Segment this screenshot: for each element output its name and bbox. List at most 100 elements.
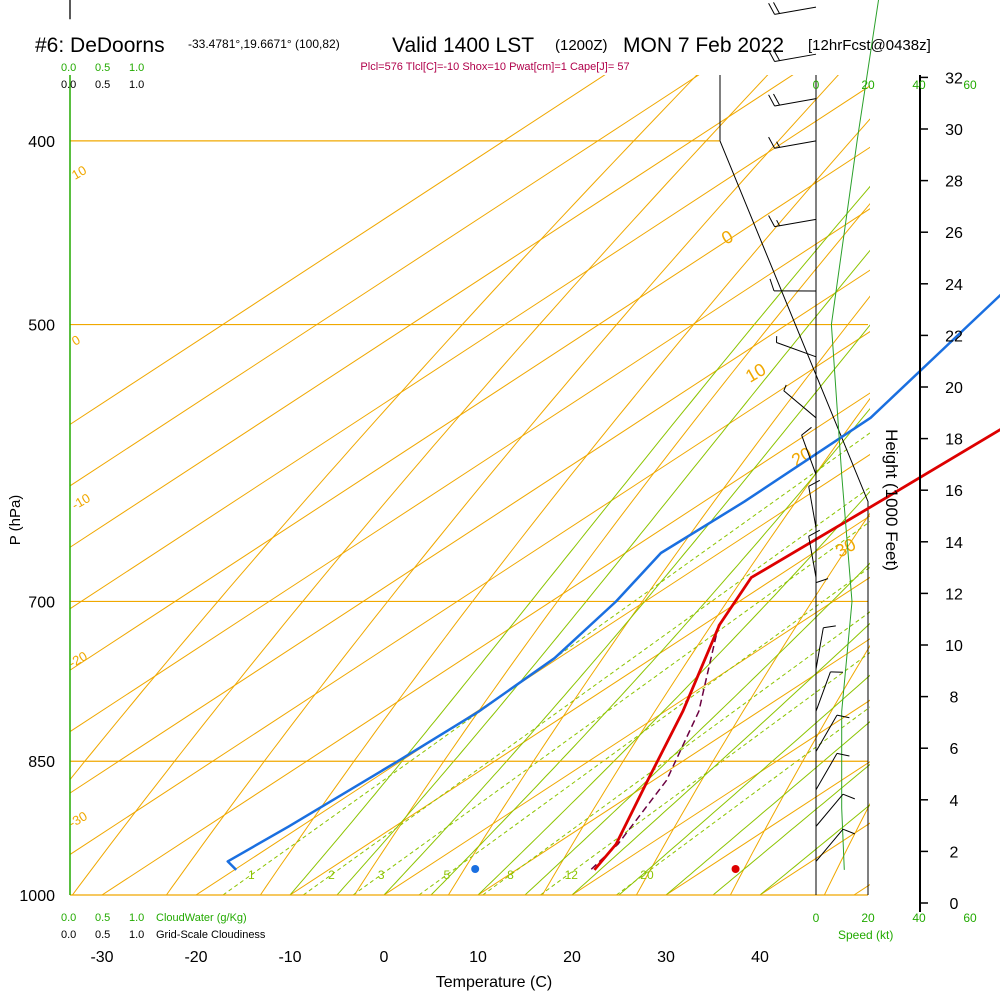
moist-adiabat <box>524 562 870 895</box>
height-axis-label: Height (1000 Feet) <box>882 429 901 571</box>
height-tick-label: 14 <box>945 535 963 552</box>
height-tick-label: 22 <box>945 328 963 345</box>
moist-adiabat <box>336 249 870 895</box>
mixing-ratio-label: 12 <box>565 868 579 882</box>
x-axis-label: Temperature (C) <box>436 974 552 991</box>
mixing-ratio-line <box>616 706 870 895</box>
clipped-grid <box>70 75 870 895</box>
moist-adiabat <box>289 185 870 895</box>
speed-bottom-tick: 40 <box>912 911 926 925</box>
height-tick-label: 18 <box>945 432 963 449</box>
pressure-tick-label: 1000 <box>19 888 55 905</box>
wind-barb-staff <box>815 627 824 670</box>
wind-barb-flag <box>773 2 781 14</box>
wind-barb-staff <box>815 828 844 862</box>
wind-barb-flag <box>842 793 855 800</box>
temperature-tick-label: 0 <box>380 949 389 966</box>
cloudwater-label: CloudWater (g/Kg) <box>156 912 247 924</box>
speed-top-tick: 20 <box>861 78 875 92</box>
plot-area <box>69 0 1000 873</box>
mixing-ratio-labels: 1 2 3 5 8 12 20 <box>248 868 654 882</box>
wind-barb-staff <box>774 6 817 15</box>
isotherm-line <box>101 392 870 895</box>
height-tick-label: 0 <box>950 896 959 913</box>
wind-barb-flag <box>815 578 829 584</box>
isotherm-line <box>853 883 870 895</box>
cloudiness-top-tick: 1.0 <box>129 79 144 91</box>
speed-bottom-tick: 60 <box>963 911 977 925</box>
temperature-tick-label: 10 <box>469 949 487 966</box>
wind-barb-flag <box>842 828 855 835</box>
dry-adiabat <box>729 644 870 895</box>
wind-barb-flag <box>801 426 812 436</box>
height-tick-label: 24 <box>945 277 963 294</box>
cloudwater-top-tick: 1.0 <box>129 62 144 74</box>
isotherm-line <box>70 331 870 856</box>
wind-barb-flag <box>773 93 781 106</box>
height-tick-label: 2 <box>950 844 959 861</box>
dry-adiabat <box>635 512 870 895</box>
mixing-ratio-line <box>540 652 870 895</box>
surface-dewpoint-marker <box>471 865 480 873</box>
wind-speed-line <box>830 0 880 870</box>
speed-top-tick: 60 <box>963 78 977 92</box>
cloudiness-label: Grid-Scale Cloudiness <box>156 929 266 941</box>
height-tick-label: 10 <box>945 638 963 655</box>
moist-adiabat <box>477 490 870 895</box>
moist-adiabat <box>571 622 870 895</box>
height-tick-label: 16 <box>945 483 963 500</box>
dry-adiabat <box>259 118 870 895</box>
wind-barb-flag <box>768 136 776 149</box>
cloudiness-top-tick: 0.5 <box>95 79 110 91</box>
pressure-tick-label: 500 <box>28 318 55 335</box>
cloudwater-bottom-scale: 0.0 0.5 1.0 CloudWater (g/Kg) 0.0 0.5 1.… <box>61 912 266 941</box>
temperature-tick-label: -10 <box>278 949 301 966</box>
cloudiness-bottom-tick: 0.0 <box>61 929 76 941</box>
y-axis-label: P (hPa) <box>7 495 24 546</box>
sounding-indices: Plcl=576 Tlcl[C]=-10 Shox=10 Pwat[cm]=1 … <box>360 61 629 73</box>
surface-temperature-marker <box>731 865 740 873</box>
cloudwater-bottom-tick: 0.0 <box>61 912 76 924</box>
speed-top-scale: 0 20 40 60 <box>813 78 977 92</box>
dry-adiabat <box>541 397 870 895</box>
wind-barb-staff <box>815 793 844 827</box>
wind-barb-staff <box>815 753 838 791</box>
dewpoint-line <box>226 293 1000 871</box>
cloudwater-top-scale: 0.0 0.5 1.0 0.0 0.5 1.0 <box>61 62 144 91</box>
height-tick-label: 6 <box>950 741 959 758</box>
valid-date: MON 7 Feb 2022 <box>623 34 784 57</box>
wind-barb-staff <box>783 390 817 419</box>
speed-bottom-tick: 0 <box>813 911 820 925</box>
dry-adiabat-label: 10 <box>69 162 89 182</box>
zulu-time: (1200Z) <box>555 37 608 54</box>
station-title: #6: DeDoorns <box>35 34 165 57</box>
temperature-tick-label: 40 <box>751 949 769 966</box>
height-tick-label: 28 <box>945 174 963 191</box>
speed-bottom-tick: 20 <box>861 911 875 925</box>
height-tick-label: 12 <box>945 586 963 603</box>
cloudwater-bottom-tick: 1.0 <box>129 912 144 924</box>
cloudwater-bottom-tick: 0.5 <box>95 912 110 924</box>
mixing-ratio-label: 8 <box>507 868 514 882</box>
wind-barb-staff <box>774 98 817 107</box>
wind-barb-flag <box>768 50 776 62</box>
wind-barb-staff <box>808 486 817 528</box>
height-tick-label: 20 <box>945 380 963 397</box>
dry-adiabat-label: 0 <box>69 332 83 349</box>
mixing-ratio-label: 20 <box>640 868 654 882</box>
mixing-ratio-line <box>418 566 870 895</box>
moist-adiabat <box>383 324 870 895</box>
frame-boundary <box>719 140 869 895</box>
temperature-tick-label: 30 <box>657 949 675 966</box>
mixing-ratio-label: 2 <box>328 868 335 882</box>
wind-barb-flag <box>836 714 850 719</box>
dry-adiabat-label: -10 <box>69 490 93 512</box>
background-grid: 2503004005007008501000123581220100-10-20… <box>19 75 870 966</box>
moist-adiabat <box>665 721 870 895</box>
dry-adiabat <box>353 202 870 895</box>
wind-barb-flag <box>808 529 821 537</box>
cloudiness-top-tick: 0.0 <box>61 79 76 91</box>
dry-adiabat <box>447 295 870 895</box>
height-tick-label: 26 <box>945 225 963 242</box>
